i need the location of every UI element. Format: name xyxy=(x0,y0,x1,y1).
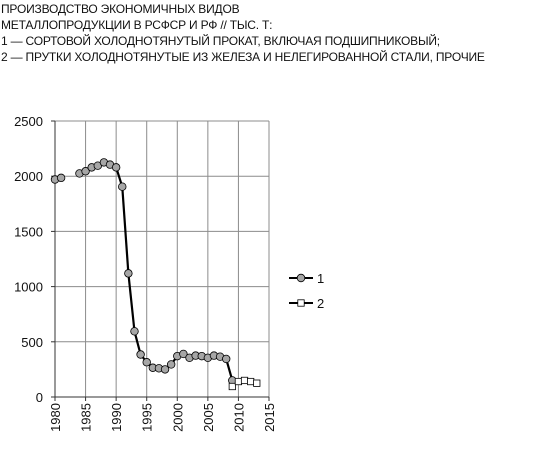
chart-title: ПРОИЗВОДСТВО ЭКОНОМИЧНЫХ ВИДОВ МЕТАЛЛОПР… xyxy=(1,1,535,65)
y-tick-label: 2500 xyxy=(14,114,43,129)
x-tick-label: 1980 xyxy=(48,403,63,432)
x-tick-label: 1985 xyxy=(79,403,94,432)
series-1 xyxy=(50,158,237,385)
y-tick-label: 0 xyxy=(36,390,43,405)
x-tick-label: 1995 xyxy=(140,403,155,432)
series-1-point xyxy=(179,349,188,359)
series-2-point xyxy=(234,377,243,386)
series-1-point xyxy=(56,173,66,183)
legend-marker xyxy=(297,299,305,307)
series-layer xyxy=(50,158,261,391)
x-tick-label: 2000 xyxy=(170,403,185,432)
x-tick-label: 2010 xyxy=(231,403,246,432)
series-1-line xyxy=(79,161,234,381)
legend-entry-2: 2 xyxy=(289,296,324,311)
legend: 12 xyxy=(289,271,324,311)
x-tick-label: 2015 xyxy=(262,403,277,432)
legend-entry-1: 1 xyxy=(289,271,324,286)
series-1-point xyxy=(124,269,133,278)
legend-label: 2 xyxy=(317,296,324,311)
series-1-point xyxy=(160,365,170,374)
chart-title-line-4: 2 — ПРУТКИ ХОЛОДНОТЯНУТЫЕ ИЗ ЖЕЛЕЗА И НЕ… xyxy=(1,50,485,64)
x-tick-label: 2005 xyxy=(201,403,216,432)
series-1-point xyxy=(81,167,90,176)
series-1-point xyxy=(221,354,231,364)
y-tick-label: 500 xyxy=(21,335,43,350)
series-2-point xyxy=(240,376,249,385)
legend-marker xyxy=(296,273,306,283)
y-tick-label: 1500 xyxy=(14,224,43,239)
y-tick-label: 1000 xyxy=(14,280,43,295)
x-tick-label: 1990 xyxy=(109,403,124,432)
legend-label: 1 xyxy=(317,271,324,286)
axes: 0 500 1000 1500 2000 2500 1980 1985 1990 1995 2000… xyxy=(14,114,277,432)
y-tick-label: 2000 xyxy=(14,169,43,184)
series-1-point xyxy=(118,182,127,191)
grid xyxy=(54,120,270,398)
series-2 xyxy=(228,376,261,391)
series-2-point xyxy=(253,379,261,387)
series-2-point xyxy=(228,382,236,391)
series-1-point xyxy=(111,163,121,172)
series-1-point xyxy=(166,360,176,369)
series-1-point xyxy=(142,358,151,367)
series-1-point xyxy=(136,350,145,359)
series-1-point xyxy=(130,327,139,336)
series-2-point xyxy=(247,377,255,386)
chart-title-line-3: 1 — СОРТОВОЙ ХОЛОДНОТЯНУТЫЙ ПРОКАТ, ВКЛЮ… xyxy=(1,34,440,48)
chart-title-line-1: ПРОИЗВОДСТВО ЭКОНОМИЧНЫХ ВИДОВ xyxy=(1,2,240,16)
chart-title-line-2: МЕТАЛЛОПРОДУКЦИИ В РСФСР И РФ // ТЫС. Т: xyxy=(1,18,273,32)
